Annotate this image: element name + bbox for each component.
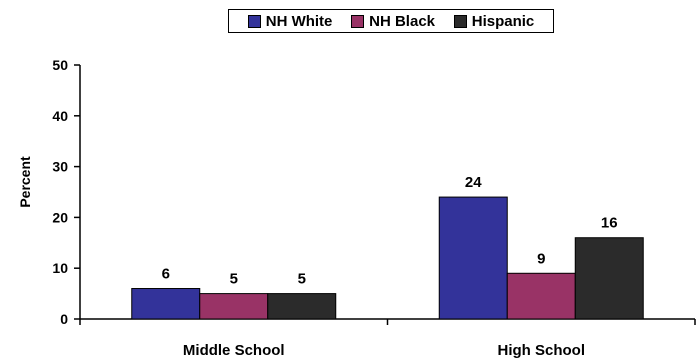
bar-nh-black-high-school: [506, 272, 576, 320]
legend-item-nh-black: NH Black: [351, 13, 435, 30]
y-tick-label: 30: [52, 159, 68, 175]
data-label: 5: [230, 271, 238, 288]
chart-legend: NH White NH Black Hispanic: [228, 9, 554, 33]
x-category-label: Middle School: [183, 342, 285, 358]
legend-label-nh-white: NH White: [265, 12, 333, 30]
y-tick-label: 20: [52, 209, 68, 225]
legend-label-nh-black: NH Black: [369, 12, 435, 30]
data-label: 16: [601, 215, 618, 232]
data-label: 6: [162, 266, 170, 283]
y-tick-label: 50: [52, 57, 68, 73]
bar-nh-white-high-school: [438, 196, 508, 320]
legend-swatch-hispanic: [453, 14, 467, 28]
y-axis-label: Percent: [17, 156, 33, 208]
legend-swatch-nh-white: [247, 14, 261, 28]
x-category-label: High School: [498, 342, 586, 358]
bar-nh-black-middle-school: [199, 293, 269, 320]
y-tick-label: 40: [52, 108, 68, 124]
bar-nh-white-middle-school: [131, 288, 201, 320]
plot-area: 0 10 20 30 40 50 6 5 5 Middle School 24 9 16 High Sch…: [52, 57, 696, 358]
legend-item-nh-white: NH White: [247, 12, 333, 30]
y-tick-label: 10: [52, 260, 68, 276]
bar-hispanic-middle-school: [267, 293, 337, 320]
data-label: 9: [537, 250, 545, 267]
legend-label-hispanic: Hispanic: [471, 12, 535, 30]
data-label: 5: [298, 271, 306, 288]
legend-swatch-nh-black: [351, 14, 365, 28]
y-tick-label: 0: [60, 311, 68, 327]
bar-hispanic-high-school: [574, 237, 644, 320]
legend-item-hispanic: Hispanic: [453, 12, 535, 30]
data-label: 24: [465, 174, 482, 191]
